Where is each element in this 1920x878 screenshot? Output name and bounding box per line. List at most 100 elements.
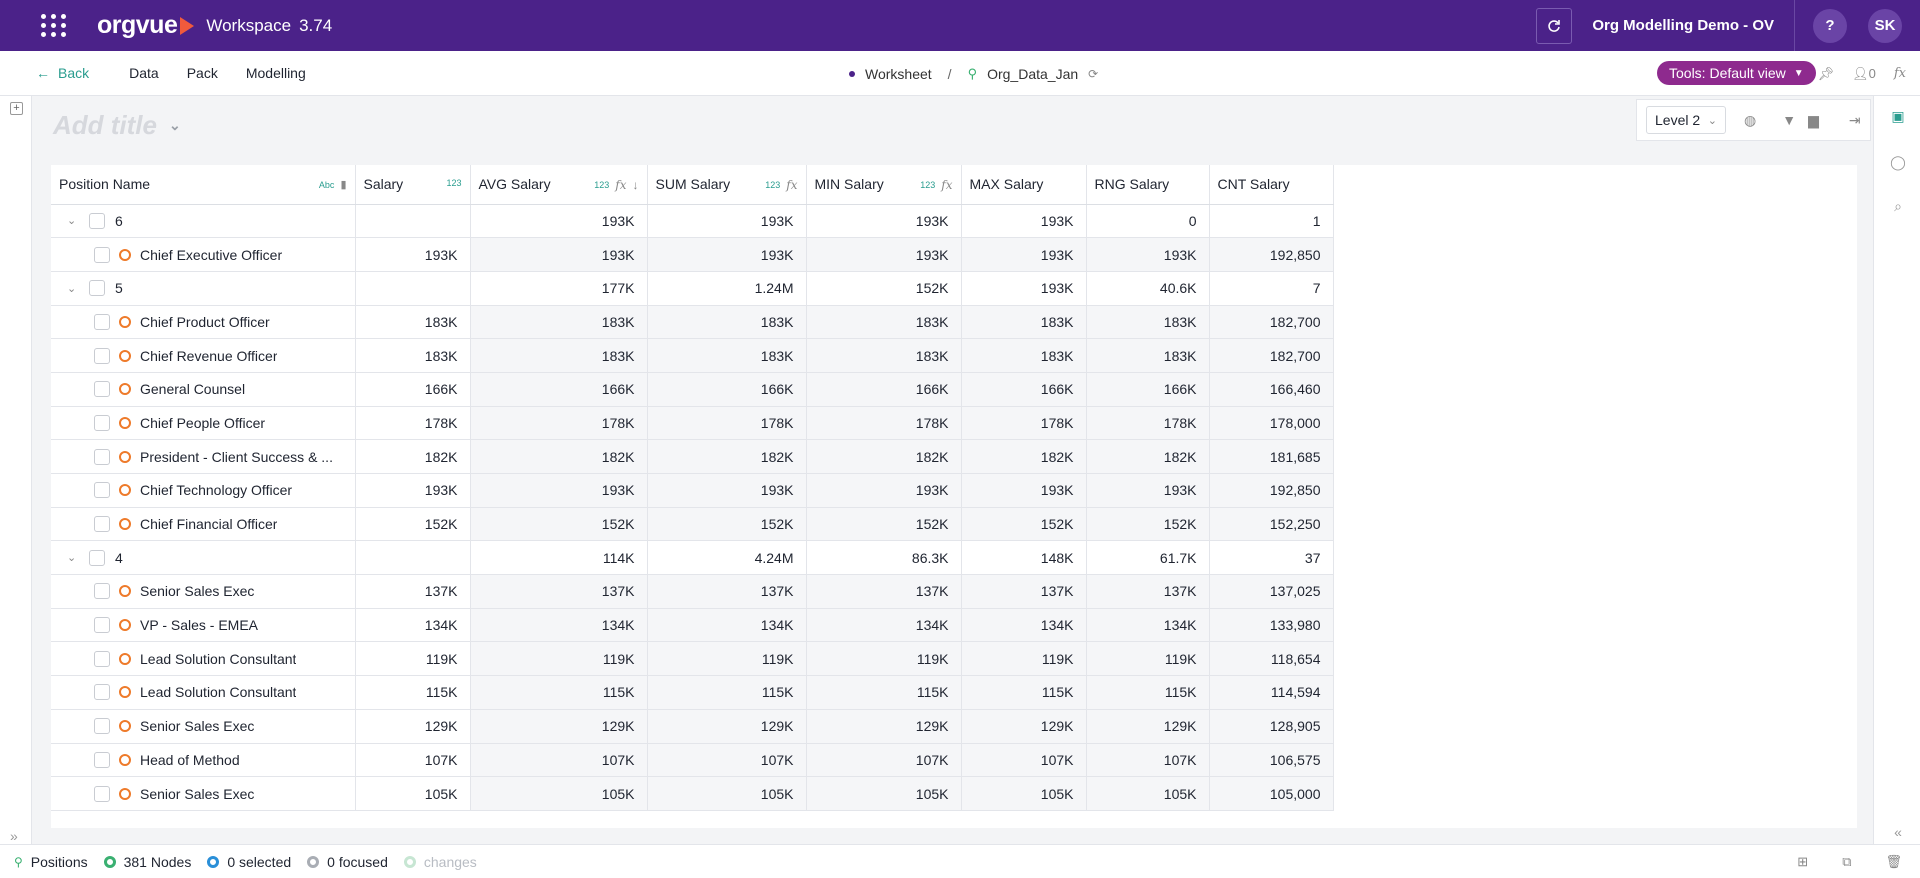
position-name-cell[interactable]: Chief Executive Officer <box>51 237 356 272</box>
position-name-cell[interactable]: Lead Solution Consultant <box>51 641 356 677</box>
sync-button[interactable] <box>1536 7 1573 44</box>
row-checkbox[interactable] <box>94 650 110 667</box>
max-cell[interactable]: 115K <box>961 675 1087 710</box>
salary-cell[interactable]: 105K <box>355 776 471 811</box>
min-cell[interactable]: 166K <box>806 372 962 407</box>
table-row[interactable]: Chief Product Officer 183K 183K 183K 183K 183… <box>51 305 1334 340</box>
cnt-cell[interactable]: 118,654 <box>1209 641 1334 677</box>
row-checkbox[interactable] <box>94 617 110 634</box>
sum-cell[interactable]: 134K <box>647 608 807 643</box>
avg-cell[interactable]: 105K <box>470 776 648 811</box>
cnt-cell[interactable]: 37 <box>1209 540 1334 576</box>
export-icon[interactable]: ⇥ <box>1848 111 1861 128</box>
cnt-cell[interactable]: 106,575 <box>1209 743 1334 778</box>
sum-cell[interactable]: 183K <box>647 305 807 340</box>
min-cell[interactable]: 137K <box>806 574 962 609</box>
bookmark-icon[interactable]: ▮ <box>340 179 347 191</box>
status-dataset[interactable]: ⚲ Positions <box>14 854 88 870</box>
min-cell[interactable]: 86.3K <box>806 540 962 576</box>
position-name-cell[interactable]: Chief Product Officer <box>51 305 356 340</box>
position-name-cell[interactable]: ⌄ 6 <box>51 204 356 239</box>
menu-data[interactable]: Data <box>129 65 159 81</box>
avg-cell[interactable]: 129K <box>470 709 648 744</box>
salary-cell[interactable]: 137K <box>355 574 471 609</box>
brand-logo[interactable]: orgvue <box>97 11 195 40</box>
row-checkbox[interactable] <box>89 212 105 229</box>
position-name-cell[interactable]: President - Client Success & ... <box>51 439 356 474</box>
max-cell[interactable]: 152K <box>961 507 1087 542</box>
max-cell[interactable]: 137K <box>961 574 1087 609</box>
table-row[interactable]: Lead Solution Consultant 119K 119K 119K 119K… <box>51 641 1334 677</box>
min-cell[interactable]: 193K <box>806 473 962 508</box>
table-row[interactable]: Head of Method 107K 107K 107K 107K 107K 107K 10… <box>51 743 1334 778</box>
table-row[interactable]: Chief People Officer 178K 178K 178K 178K 178K… <box>51 406 1334 441</box>
palette-icon[interactable]: ◍ <box>1744 111 1757 128</box>
rng-cell[interactable]: 134K <box>1086 608 1210 643</box>
min-cell[interactable]: 105K <box>806 776 962 811</box>
position-name-cell[interactable]: Lead Solution Consultant <box>51 675 356 710</box>
avg-cell[interactable]: 193K <box>470 473 648 508</box>
breadcrumb-dataset[interactable]: Org_Data_Jan <box>987 65 1079 82</box>
position-name-cell[interactable]: ⌄ 5 <box>51 271 356 306</box>
avg-cell[interactable]: 177K <box>470 271 648 306</box>
position-name-cell[interactable]: Senior Sales Exec <box>51 776 356 811</box>
cnt-cell[interactable]: 181,685 <box>1209 439 1334 474</box>
row-checkbox[interactable] <box>94 516 110 533</box>
min-cell[interactable]: 134K <box>806 608 962 643</box>
max-cell[interactable]: 129K <box>961 709 1087 744</box>
row-checkbox[interactable] <box>94 246 110 263</box>
min-cell[interactable]: 182K <box>806 439 962 474</box>
max-cell[interactable]: 183K <box>961 338 1087 373</box>
sum-cell[interactable]: 115K <box>647 675 807 710</box>
sum-cell[interactable]: 4.24M <box>647 540 807 576</box>
rng-cell[interactable]: 0 <box>1086 204 1210 239</box>
collapse-chevron-icon[interactable]: ⌄ <box>67 282 77 295</box>
salary-cell[interactable]: 107K <box>355 743 471 778</box>
position-name-cell[interactable]: ⌄ 4 <box>51 540 356 576</box>
sum-cell[interactable]: 119K <box>647 641 807 677</box>
min-cell[interactable]: 107K <box>806 743 962 778</box>
pin-icon[interactable]: 📌︎ <box>1817 65 1835 81</box>
cnt-cell[interactable]: 178,000 <box>1209 406 1334 441</box>
table-row[interactable]: Chief Financial Officer 152K 152K 152K 152K 1… <box>51 507 1334 542</box>
cnt-cell[interactable]: 166,460 <box>1209 372 1334 407</box>
sum-cell[interactable]: 193K <box>647 237 807 272</box>
position-name-cell[interactable]: Chief Financial Officer <box>51 507 356 542</box>
salary-cell[interactable]: 183K <box>355 305 471 340</box>
chevron-down-icon[interactable]: ⌄ <box>169 117 181 133</box>
avg-cell[interactable]: 114K <box>470 540 648 576</box>
sum-cell[interactable]: 107K <box>647 743 807 778</box>
cnt-cell[interactable]: 182,700 <box>1209 338 1334 373</box>
max-cell[interactable]: 107K <box>961 743 1087 778</box>
row-checkbox[interactable] <box>94 414 110 431</box>
sum-cell[interactable]: 129K <box>647 709 807 744</box>
salary-cell[interactable]: 119K <box>355 641 471 677</box>
table-row[interactable]: Senior Sales Exec 105K 105K 105K 105K 105K 105… <box>51 776 1334 811</box>
expand-right-icon[interactable]: » <box>10 828 18 844</box>
col-header-position-name[interactable]: Position Name Abc ▮ <box>51 165 356 205</box>
salary-cell[interactable]: 193K <box>355 473 471 508</box>
rng-cell[interactable]: 137K <box>1086 574 1210 609</box>
cnt-cell[interactable]: 137,025 <box>1209 574 1334 609</box>
min-cell[interactable]: 129K <box>806 709 962 744</box>
min-cell[interactable]: 193K <box>806 204 962 239</box>
rng-cell[interactable]: 193K <box>1086 237 1210 272</box>
cnt-cell[interactable]: 7 <box>1209 271 1334 306</box>
rng-cell[interactable]: 107K <box>1086 743 1210 778</box>
row-checkbox[interactable] <box>94 448 110 465</box>
cnt-cell[interactable]: 192,850 <box>1209 237 1334 272</box>
salary-cell[interactable]: 129K <box>355 709 471 744</box>
min-cell[interactable]: 152K <box>806 271 962 306</box>
avg-cell[interactable]: 178K <box>470 406 648 441</box>
collapse-chevron-icon[interactable]: ⌄ <box>67 552 77 565</box>
table-row[interactable]: Senior Sales Exec 137K 137K 137K 137K 137K 137… <box>51 574 1334 609</box>
worksheet-title[interactable]: Add title ⌄ <box>53 110 181 141</box>
max-cell[interactable]: 193K <box>961 473 1087 508</box>
sum-cell[interactable]: 137K <box>647 574 807 609</box>
max-cell[interactable]: 105K <box>961 776 1087 811</box>
row-checkbox[interactable] <box>94 684 110 701</box>
avg-cell[interactable]: 107K <box>470 743 648 778</box>
avg-cell[interactable]: 193K <box>470 204 648 239</box>
sum-cell[interactable]: 182K <box>647 439 807 474</box>
rng-cell[interactable]: 183K <box>1086 338 1210 373</box>
